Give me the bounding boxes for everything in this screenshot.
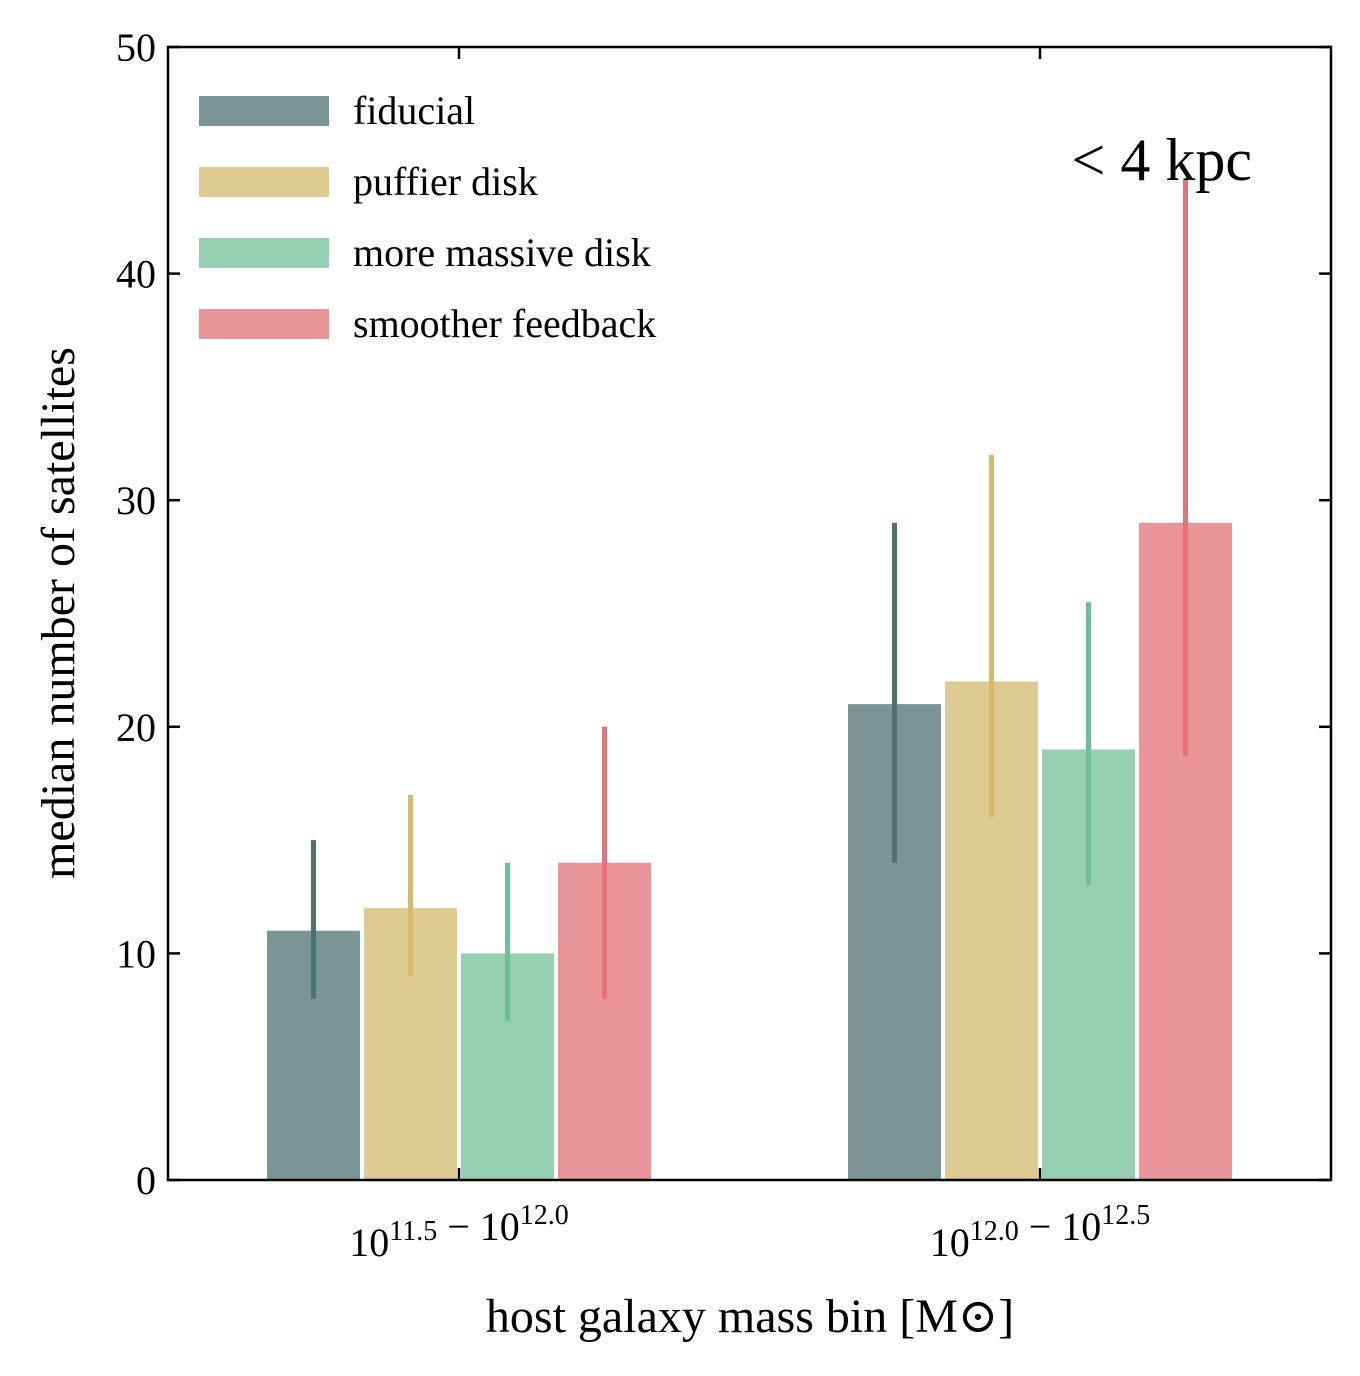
y-tick-label: 30: [116, 478, 156, 523]
plot-frame: [166, 45, 1333, 1182]
legend-label-more-massive-disk: more massive disk: [353, 230, 651, 275]
y-tick-label: 0: [136, 1158, 156, 1203]
y-tick-label: 20: [116, 705, 156, 750]
y-tick-label: 50: [116, 25, 156, 70]
legend: fiducial puffier disk more massive disk smo…: [199, 88, 656, 346]
legend-label-smoother-feedback: smoother feedback: [353, 301, 656, 346]
y-tick-label: 10: [116, 931, 156, 976]
y-axis-label: median number of satellites: [32, 347, 85, 879]
x-axis-label: host galaxy mass bin [M⊙]: [486, 1290, 1014, 1343]
legend-swatch-fiducial: [199, 96, 329, 126]
legend-swatch-smoother-feedback: [199, 309, 329, 339]
y-tick-label: 40: [116, 252, 156, 297]
errorbars-layer: [311, 178, 1188, 1022]
annotation-label: < 4 kpc: [1072, 127, 1252, 193]
ticks-layer: 0 10 20 30 40 50 1011.5 − 1012.0 1012.0 − 1012.…: [116, 25, 1331, 1265]
bars-layer: [267, 522, 1232, 1180]
x-tick-label-1: 1012.0 − 1012.5: [930, 1200, 1151, 1265]
legend-label-fiducial: fiducial: [353, 88, 475, 133]
legend-label-puffier-disk: puffier disk: [353, 159, 538, 204]
legend-swatch-more-massive-disk: [199, 238, 329, 268]
x-tick-label-0: 1011.5 − 1012.0: [349, 1200, 569, 1265]
legend-swatch-puffier-disk: [199, 167, 329, 197]
